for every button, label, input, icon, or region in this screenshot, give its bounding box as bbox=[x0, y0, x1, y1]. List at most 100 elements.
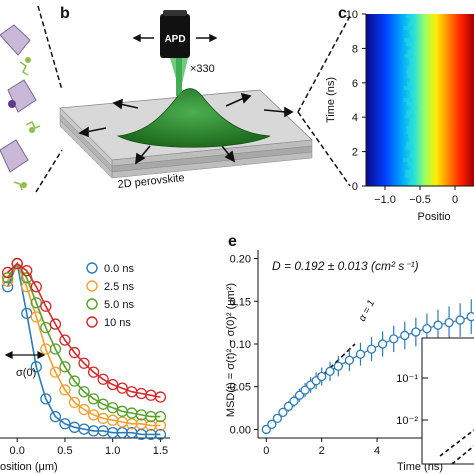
profile-point bbox=[30, 361, 42, 373]
legend-marker bbox=[86, 262, 98, 274]
heatmap-cell bbox=[407, 162, 414, 166]
heatmap-cell bbox=[410, 18, 417, 22]
sigma-arrow bbox=[4, 351, 46, 359]
profile-point bbox=[154, 410, 167, 423]
msd-inset bbox=[421, 337, 474, 465]
heatmap-cell bbox=[406, 102, 413, 106]
msd-point bbox=[325, 366, 335, 376]
profile-point bbox=[87, 393, 100, 405]
profile-point bbox=[49, 343, 62, 355]
profile-xtick-label: 1.5 bbox=[153, 445, 168, 457]
heatmap-cell bbox=[411, 106, 418, 110]
profile-point bbox=[11, 257, 23, 270]
heatmap-cell bbox=[405, 42, 412, 46]
diffusion-equation: D = 0.192 ± 0.013 (cm² s⁻¹) bbox=[272, 259, 419, 273]
profile-point bbox=[107, 402, 119, 414]
heatmap-cell bbox=[409, 138, 416, 142]
msd-point bbox=[433, 320, 443, 330]
profile-point bbox=[30, 297, 42, 309]
apd-detector bbox=[160, 14, 190, 58]
msd-ytick-label: 0.15 bbox=[230, 296, 251, 308]
panel-c-letter: c bbox=[338, 5, 347, 22]
msd-ytick-label: 0.00 bbox=[230, 424, 251, 436]
profile-point bbox=[154, 419, 167, 432]
msd-point bbox=[261, 424, 271, 435]
exciton-peak bbox=[116, 88, 271, 148]
profile-point bbox=[59, 361, 71, 373]
msd-point bbox=[422, 323, 432, 334]
heatmap-cell bbox=[411, 166, 418, 170]
heatmap-ytick-label: 4 bbox=[352, 112, 358, 124]
profile-plot: 0.0 0.5 1.0 1.5 bbox=[0, 257, 170, 457]
magnification-label: ×330 bbox=[190, 63, 215, 75]
heatmap-xlabel: Positio bbox=[417, 211, 450, 223]
profile-point bbox=[49, 366, 62, 378]
heatmap-ytick-label: 0 bbox=[352, 181, 358, 193]
legend-label: 2.5 ns bbox=[104, 281, 134, 293]
profile-point bbox=[40, 300, 52, 312]
msd-point bbox=[344, 355, 355, 365]
msd-point bbox=[400, 330, 410, 341]
profile-point bbox=[97, 373, 109, 385]
msd-point bbox=[444, 317, 454, 328]
profile-point bbox=[40, 321, 52, 334]
heatmap-cell bbox=[403, 38, 410, 42]
msd-ytick-label: 0.05 bbox=[230, 382, 251, 394]
msd-point bbox=[355, 349, 366, 359]
heatmap-ytick-label: 8 bbox=[352, 43, 358, 55]
heatmap-xtick-label: −0.5 bbox=[409, 194, 431, 206]
heatmap-cell bbox=[408, 122, 415, 126]
heatmap-cell bbox=[409, 90, 416, 94]
legend-label: 5.0 ns bbox=[104, 299, 134, 311]
legend-marker bbox=[86, 280, 98, 292]
heatmap-cell bbox=[407, 82, 414, 86]
heatmap-xtick-label: −1.0 bbox=[374, 194, 396, 206]
heatmap-cell bbox=[404, 54, 411, 58]
heatmap-cell bbox=[406, 130, 413, 134]
profile-point bbox=[78, 403, 90, 416]
zoom-line-a-bottom bbox=[35, 149, 63, 193]
profile-point bbox=[59, 334, 71, 346]
zoom-line-b-top bbox=[297, 15, 351, 113]
profile-point bbox=[68, 346, 81, 359]
profile-point bbox=[154, 428, 167, 441]
heatmap-ytick-label: 10 bbox=[346, 9, 358, 21]
heatmap-body bbox=[366, 14, 474, 186]
profile-point bbox=[87, 409, 100, 421]
panel-b-letter: b bbox=[60, 5, 70, 22]
heatmap-ytick-label: 6 bbox=[352, 78, 358, 90]
heatmap-cell bbox=[406, 142, 413, 146]
heatmap-xtick-label: 0 bbox=[452, 194, 458, 206]
heatmap-ytick-label: 2 bbox=[352, 147, 358, 159]
profile-point bbox=[40, 393, 52, 405]
msd-point bbox=[411, 327, 421, 337]
msd-point bbox=[333, 361, 343, 371]
profile-point bbox=[154, 391, 167, 403]
heatmap-cell bbox=[408, 58, 415, 62]
heatmap bbox=[366, 14, 474, 186]
profile-point bbox=[1, 281, 14, 293]
msd-xtick-label: 0 bbox=[263, 445, 269, 457]
profile-point bbox=[97, 398, 109, 410]
profile-point bbox=[78, 386, 90, 398]
msd-point bbox=[377, 339, 388, 349]
inset-ytick-1: 10⁻¹ bbox=[396, 373, 418, 385]
profile-point bbox=[68, 375, 81, 387]
profile-point bbox=[107, 378, 119, 391]
msd-ytick-label: 0.10 bbox=[230, 339, 251, 351]
msd-point bbox=[272, 413, 283, 423]
heatmap-cell bbox=[406, 126, 413, 130]
heatmap-cell bbox=[403, 26, 410, 30]
profile-fit-line bbox=[6, 262, 161, 418]
legend-marker bbox=[86, 298, 98, 310]
heatmap-cell bbox=[403, 98, 410, 102]
msd-ylabel: MSD(t) = σ(t)² − σ(0)² (μm²) bbox=[225, 283, 237, 417]
msd-point bbox=[466, 312, 474, 322]
heatmap-cell bbox=[403, 158, 410, 162]
heatmap-cell bbox=[407, 66, 414, 70]
profile-point bbox=[87, 366, 100, 378]
heatmap-cell bbox=[406, 110, 413, 114]
msd-point bbox=[389, 334, 399, 344]
msd-point bbox=[294, 390, 305, 400]
